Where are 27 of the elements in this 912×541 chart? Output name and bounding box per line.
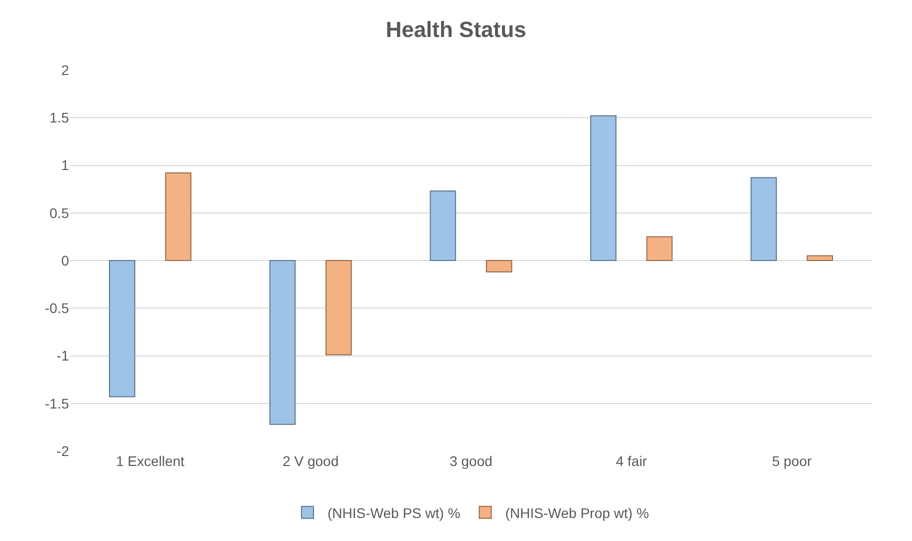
y-tick-label: -1	[56, 348, 70, 364]
y-tick-label: 1	[61, 157, 70, 174]
legend-label: (NHIS-Web Prop wt) %	[505, 504, 649, 521]
bar	[326, 260, 352, 356]
bar	[590, 115, 616, 261]
x-tick-label: 4 fair	[616, 453, 648, 469]
bar	[430, 190, 456, 261]
bar	[269, 260, 296, 425]
y-tick-label: 0.5	[50, 204, 70, 221]
x-tick-label: 1 Excellent	[116, 453, 185, 469]
y-tick-label: -0.5	[44, 300, 70, 316]
chart-title: Health Status	[386, 17, 526, 42]
bar	[486, 260, 512, 272]
y-tick-label: 0	[61, 252, 70, 268]
x-tick-label: 2 V good	[282, 453, 339, 469]
x-tick-label: 3 good	[450, 453, 492, 469]
x-tick-label: 5 poor	[772, 453, 812, 469]
y-tick-label: 2	[61, 62, 70, 78]
legend-label: (NHIS-Web PS wt) %	[328, 504, 460, 521]
bar	[165, 172, 192, 261]
y-tick-label: -1.5	[44, 395, 70, 412]
bar	[646, 236, 673, 261]
bar	[109, 260, 136, 398]
y-tick-label: 1.5	[50, 110, 70, 126]
y-tick-label: -2	[56, 442, 70, 459]
bar	[806, 255, 833, 261]
bar	[750, 177, 777, 261]
